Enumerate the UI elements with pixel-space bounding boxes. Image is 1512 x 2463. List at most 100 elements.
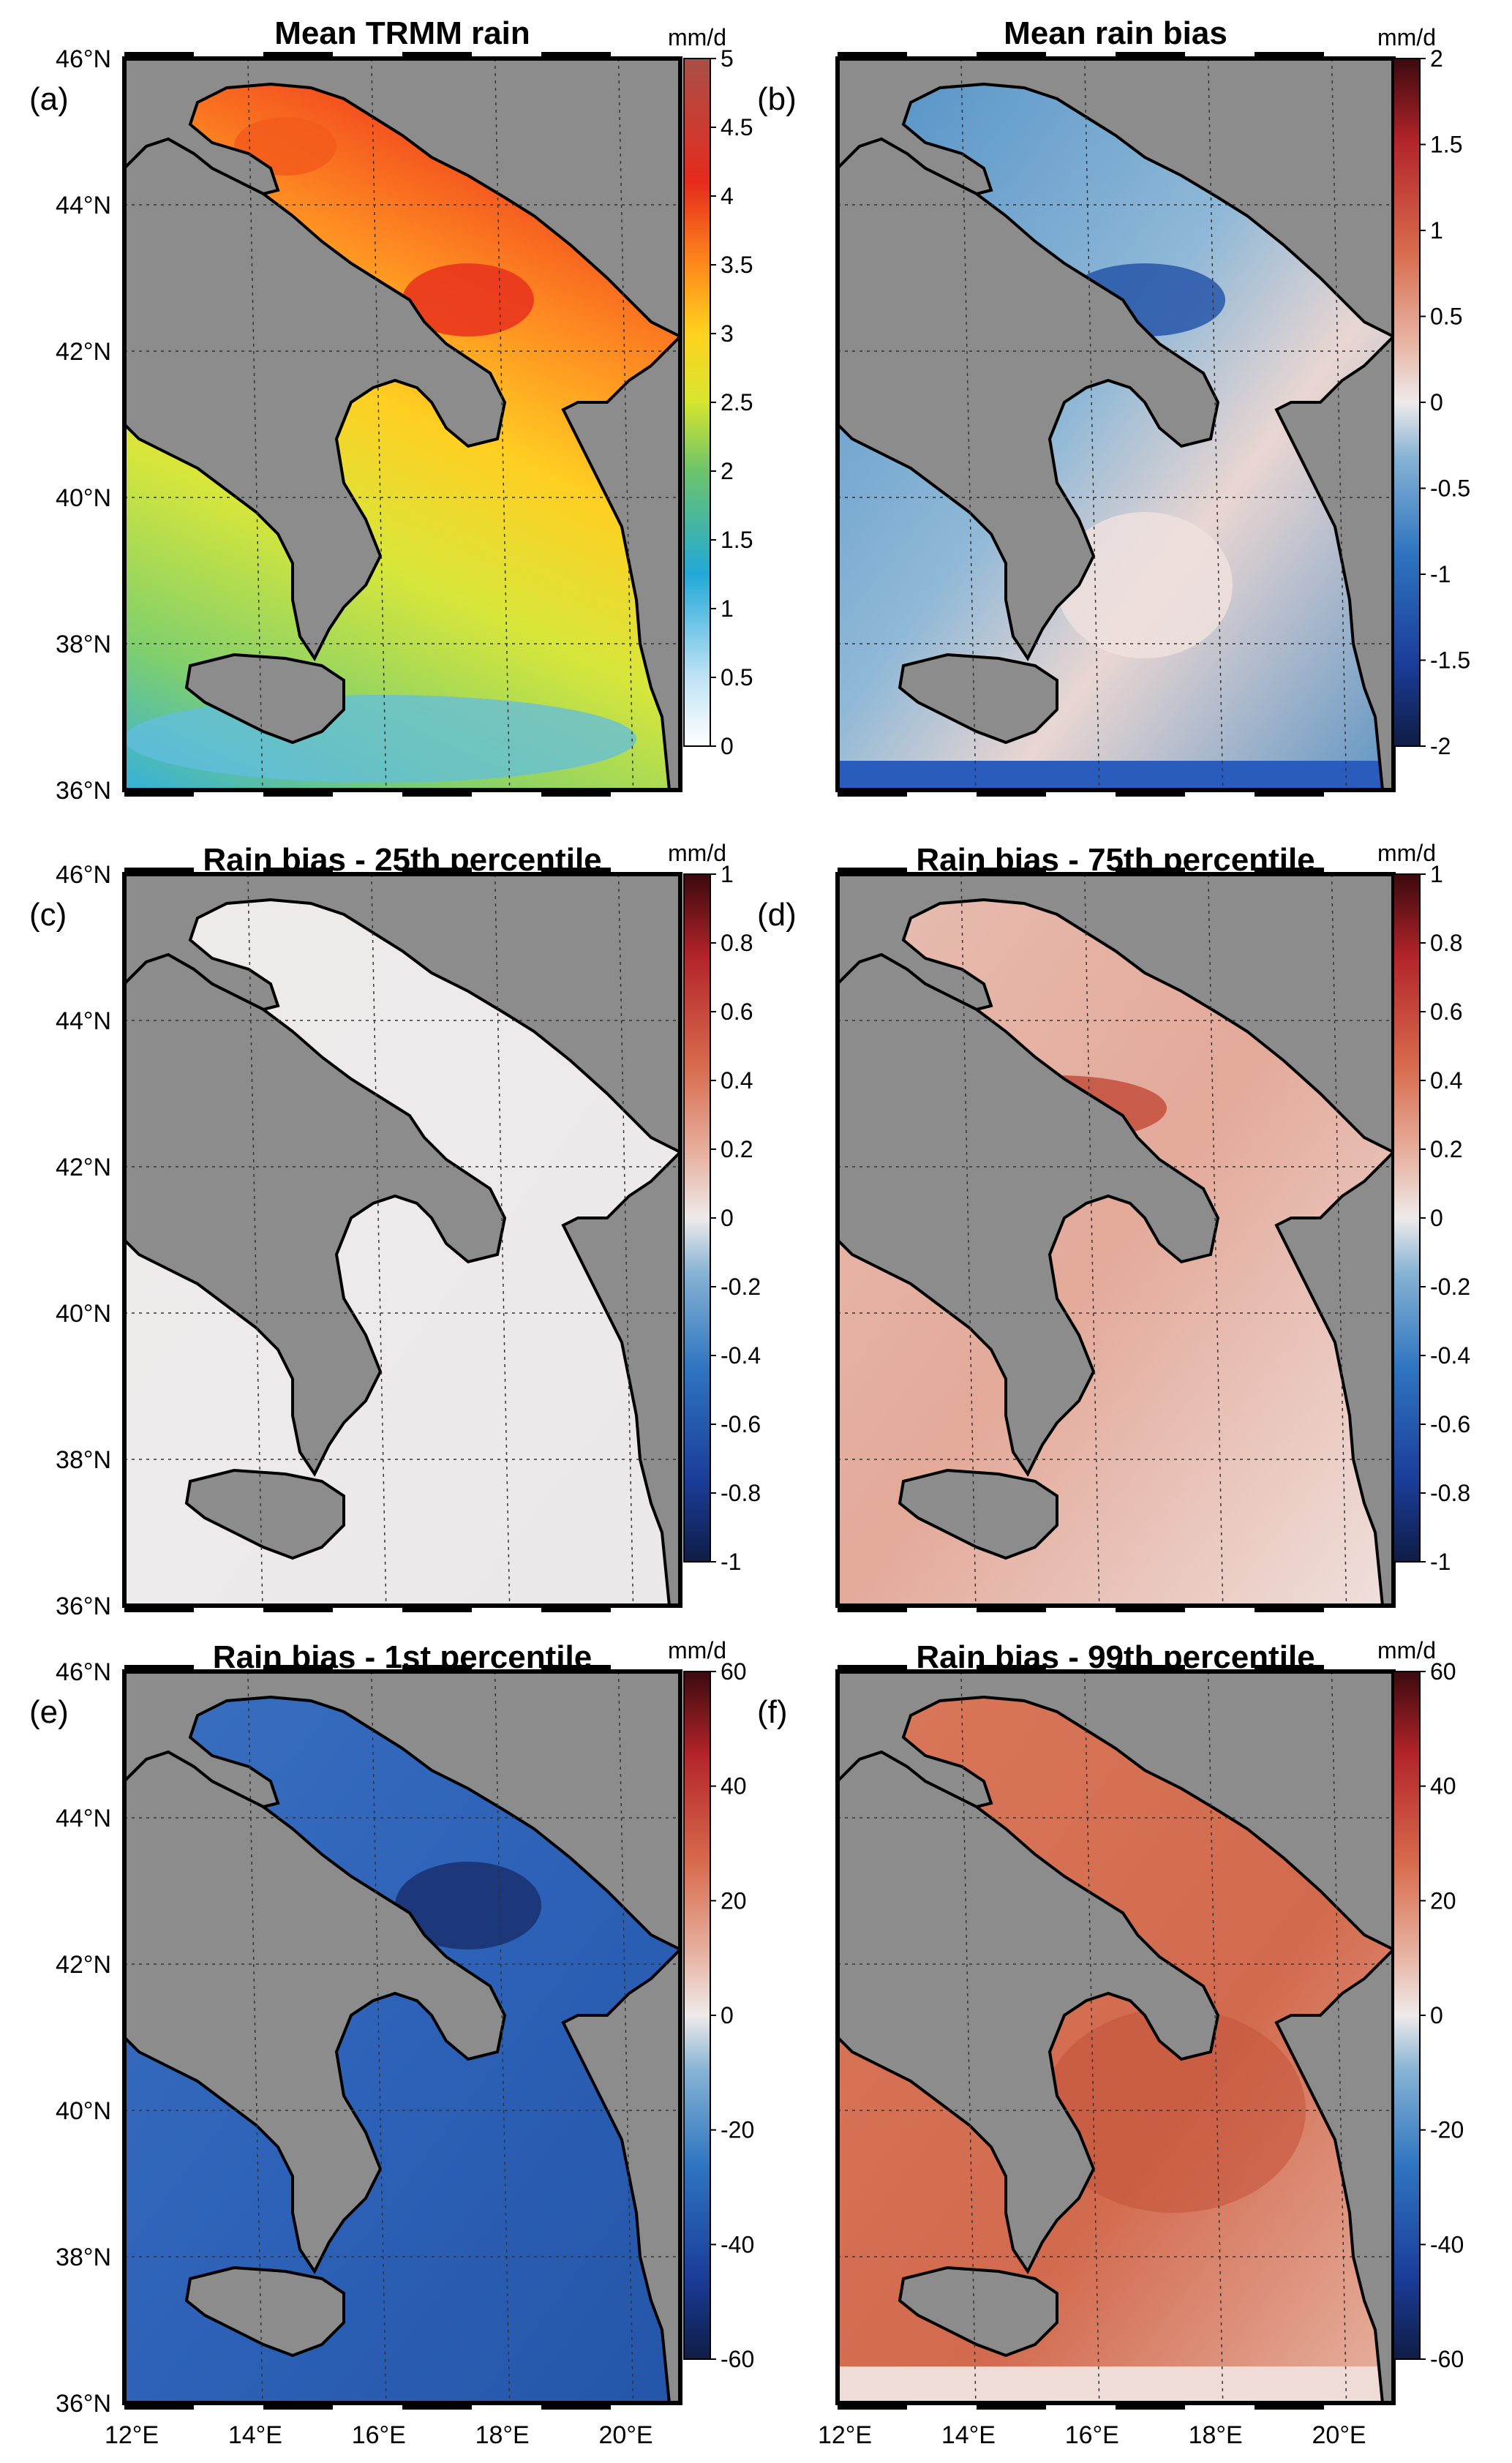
- lat-label: 40°N: [56, 1300, 111, 1328]
- graticule-lon: [1084, 58, 1100, 791]
- colorbar-tick-label: -0.8: [1430, 1480, 1470, 1506]
- colorbar-tick-label: -0.2: [1430, 1274, 1470, 1300]
- colorbar-tick-label: -20: [721, 2117, 754, 2143]
- graticule-lon: [960, 873, 977, 1606]
- colorbar-tick-label: 2: [1430, 45, 1443, 72]
- panel-title-a: Mean TRMM rain: [274, 15, 530, 51]
- colorbar-unit: mm/d: [1377, 24, 1436, 50]
- graticule-lon: [617, 1671, 634, 2404]
- lat-label: 38°N: [56, 631, 111, 658]
- colorbar-unit: mm/d: [1377, 840, 1436, 866]
- panel-label-f: (f): [757, 1694, 788, 1730]
- colorbar-tick-label: 0.4: [721, 1067, 753, 1094]
- colorbar-unit: mm/d: [668, 840, 726, 866]
- lat-label: 40°N: [56, 2097, 111, 2125]
- lon-label: 18°E: [475, 2421, 530, 2449]
- panel-label-a: (a): [29, 81, 69, 117]
- colorbar-tick-label: -0.2: [721, 1274, 761, 1300]
- graticule-lon: [1084, 873, 1100, 1606]
- lat-label: 44°N: [56, 1805, 111, 1832]
- colorbar-tick-label: 5: [721, 45, 734, 72]
- lon-label: 16°E: [1065, 2421, 1119, 2449]
- colorbar-d: mm/d1 0.8 0.6 0.4 0.2 0 -0.2 -0.4 -0.6 -0.8 -1: [1377, 840, 1470, 1575]
- colorbar-ramp: [1393, 1671, 1421, 2360]
- lon-label: 12°E: [105, 2421, 159, 2449]
- colorbar-tick-label: 60: [721, 1658, 747, 1685]
- lon-label: 14°E: [941, 2421, 996, 2449]
- colorbar-unit: mm/d: [668, 1637, 726, 1663]
- colorbar-tick-label: 0.6: [721, 999, 753, 1025]
- colorbar-tick-label: 0: [1430, 389, 1443, 415]
- graticule-lon: [1331, 1671, 1347, 2404]
- colorbar-tick-label: 0.4: [1430, 1067, 1462, 1094]
- colorbar-tick-label: 0: [721, 733, 734, 759]
- colorbar-tick-label: 0.5: [721, 664, 753, 691]
- colorbar-tick-label: -1.5: [1430, 647, 1470, 674]
- colorbar-ramp: [1393, 873, 1421, 1563]
- colorbar-tick-label: 1: [1430, 861, 1443, 887]
- colorbar-tick-label: -0.8: [721, 1480, 761, 1506]
- graticule-lon: [371, 873, 387, 1606]
- colorbar-tick-label: -2: [1430, 733, 1451, 759]
- colorbar-tick-label: 0: [1430, 2002, 1443, 2028]
- lon-label: 20°E: [1312, 2421, 1366, 2449]
- graticule-lon: [617, 58, 634, 791]
- panel-label-d: (d): [757, 897, 797, 933]
- lon-label: 12°E: [818, 2421, 872, 2449]
- colorbar-tick-label: 1: [721, 861, 734, 887]
- lat-label: 38°N: [56, 1446, 111, 1474]
- bias-neutral-patch: [1057, 512, 1233, 658]
- colorbar-tick-label: 4: [721, 183, 734, 209]
- colorbar-tick-label: 2: [721, 458, 734, 484]
- colorbar-tick-label: 1: [721, 595, 734, 622]
- graticule-lon: [1084, 1671, 1100, 2404]
- map-panel-b: Mean rain bias (b) mm/d2 1.5 1 0.5 0 -0.5 -1 -1.5…: [757, 15, 1470, 797]
- panel-title-b: Mean rain bias: [1004, 15, 1227, 51]
- graticule-lon: [247, 1671, 263, 2404]
- panel-label-c: (c): [29, 897, 67, 933]
- colorbar-tick-label: -40: [1430, 2231, 1464, 2257]
- colorbar-tick-label: 0.5: [1430, 304, 1462, 330]
- lat-label: 40°N: [56, 484, 111, 512]
- colorbar-tick-label: 2.5: [721, 389, 753, 415]
- colorbar-tick-label: -0.4: [721, 1342, 761, 1369]
- colorbar-tick-label: -1: [1430, 1549, 1451, 1575]
- colorbar-tick-label: 0.6: [1430, 999, 1462, 1025]
- colorbar-ramp: [1393, 58, 1421, 747]
- colorbar-tick-label: 0: [721, 1205, 734, 1231]
- colorbar-ramp: [683, 1671, 711, 2360]
- map-panel-a: Mean TRMM rain (a) 46°N 44°N 42°N 40°N 38°N 36°…: [29, 15, 753, 805]
- rain-maximum-patch: [402, 263, 534, 336]
- graticule-lon: [960, 58, 977, 791]
- map-panel-e: Rain bias - 1st percentile(e)46°N44°N42°…: [29, 1637, 754, 2418]
- map-panel-c: Rain bias - 25th percentile(c)46°N44°N42…: [29, 840, 761, 1620]
- lat-label: 44°N: [56, 192, 111, 219]
- colorbar-ramp: [683, 873, 711, 1563]
- graticule-lon: [247, 58, 263, 791]
- panel-grid: Mean TRMM rain (a) 46°N 44°N 42°N 40°N 38°N 36°…: [29, 15, 1470, 2449]
- graticule-lon: [617, 873, 634, 1606]
- bias-neg-patch: [395, 1862, 541, 1949]
- colorbar-tick-label: 60: [1430, 1658, 1456, 1685]
- graticule-lon: [1331, 58, 1347, 791]
- graticule-lon: [1207, 873, 1224, 1606]
- colorbar-tick-label: -60: [1430, 2346, 1464, 2372]
- colorbar-tick-label: -0.6: [1430, 1411, 1470, 1437]
- colorbar-tick-label: 3.5: [721, 252, 753, 278]
- map-panel-f: Rain bias - 99th percentile(f)mm/d604020…: [757, 1637, 1464, 2410]
- colorbar-tick-label: 1.5: [721, 527, 753, 553]
- graticule-lon: [1207, 58, 1224, 791]
- colorbar-tick-label: -40: [721, 2231, 754, 2257]
- colorbar-tick-label: 0.8: [1430, 930, 1462, 956]
- colorbar-tick-label: 0.8: [721, 930, 753, 956]
- graticule-lon: [371, 1671, 387, 2404]
- graticule-lon: [247, 873, 263, 1606]
- colorbar-tick-label: 40: [1430, 1773, 1456, 1800]
- colorbar-tick-label: 0: [721, 2002, 734, 2028]
- colorbar-tick-label: 1.5: [1430, 132, 1462, 158]
- colorbar-f: mm/d60 40 20 0 -20 -40 -60: [1377, 1637, 1464, 2372]
- colorbar-tick-label: -1: [721, 1549, 741, 1575]
- colorbar-c: mm/d1 0.8 0.6 0.4 0.2 0 -0.2 -0.4 -0.6 -0.8 -1: [668, 840, 761, 1575]
- graticule-lon: [494, 873, 511, 1606]
- colorbar-tick-label: 1: [1430, 217, 1443, 244]
